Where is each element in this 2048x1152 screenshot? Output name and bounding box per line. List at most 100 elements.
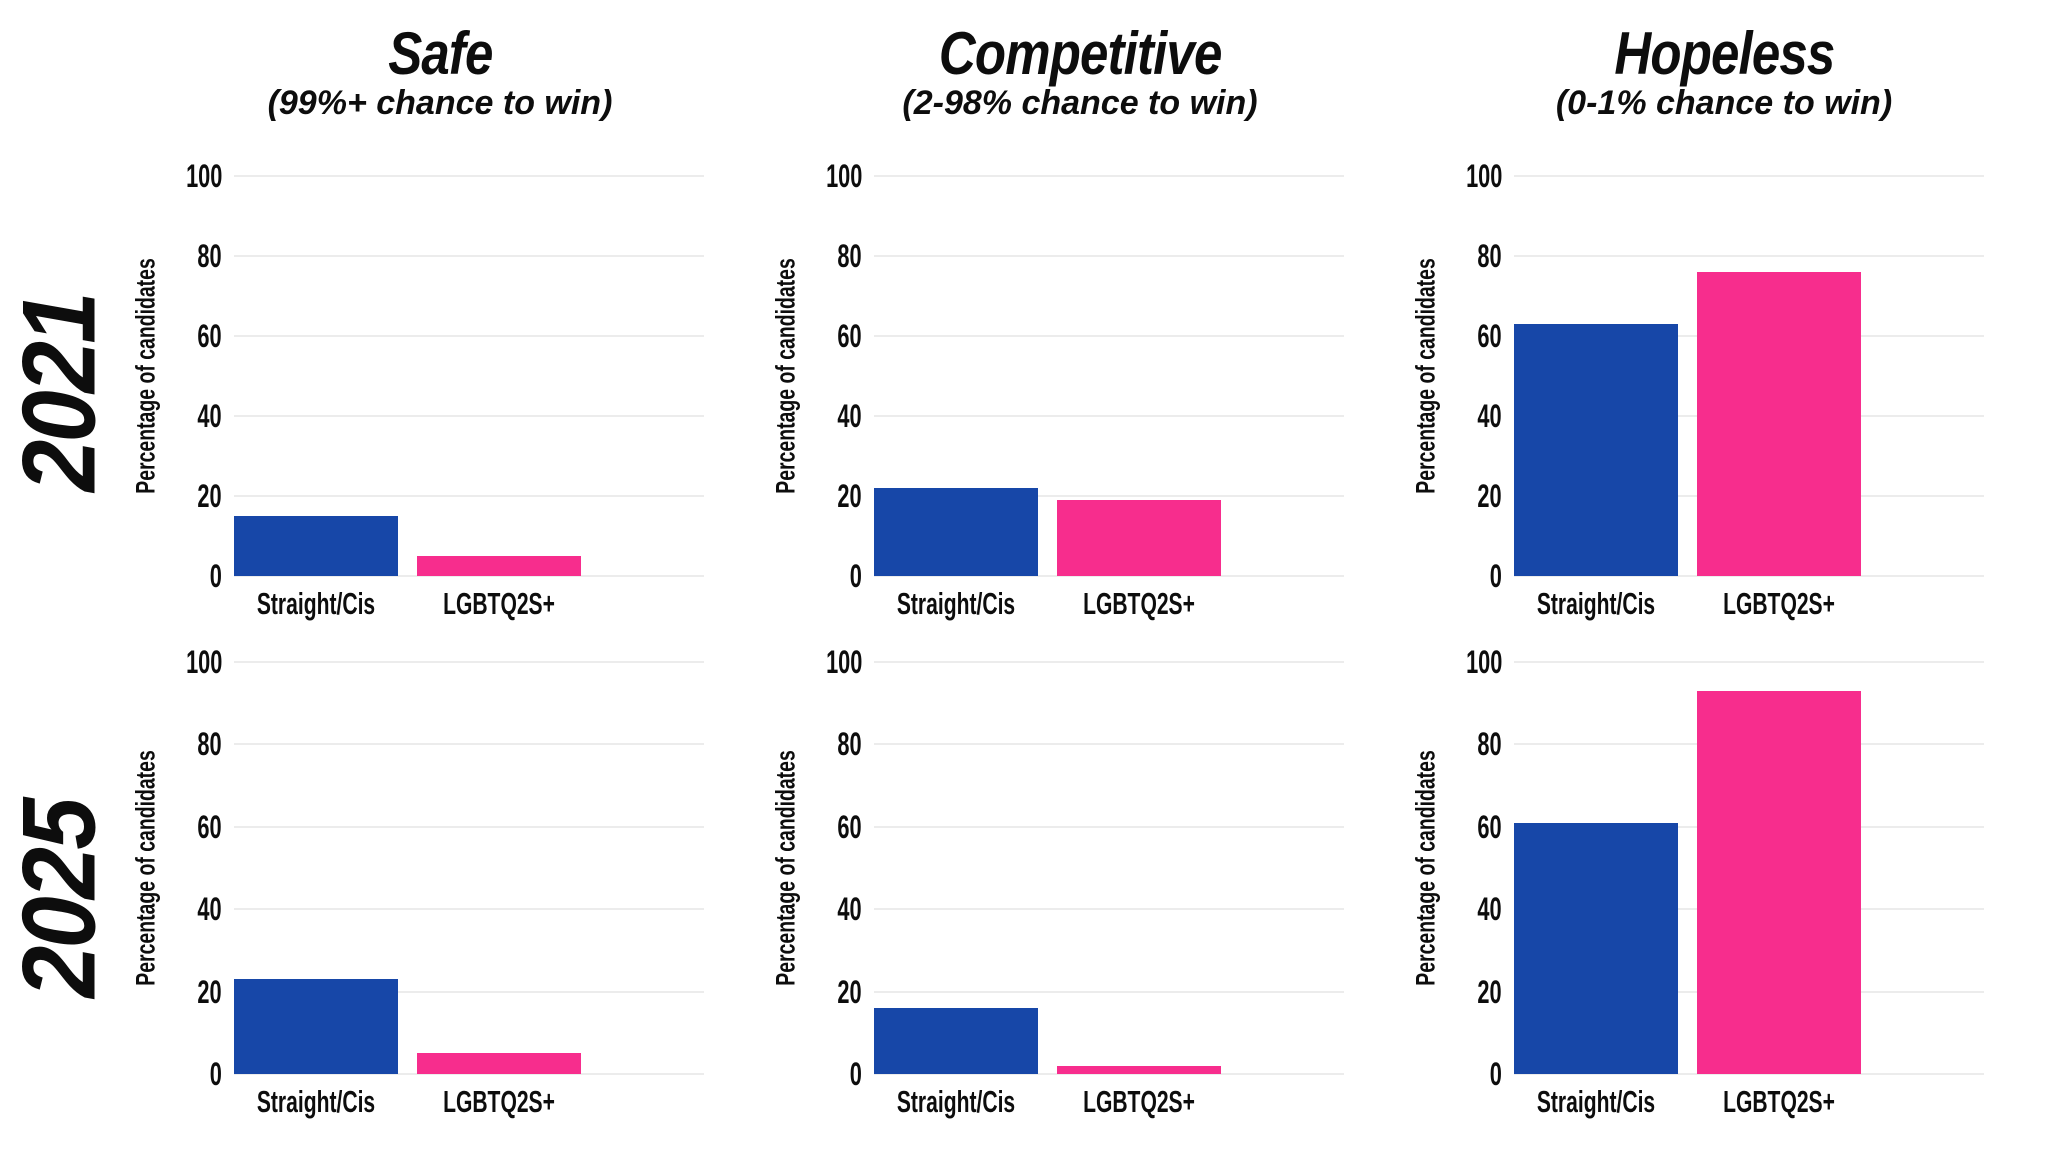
column-subtitle-hopeless: (0-1% chance to win) — [1555, 84, 1893, 122]
y-tick-0: 0 — [1489, 1056, 1502, 1092]
y-tick-100: 100 — [1465, 644, 1502, 680]
y-tick-0: 0 — [849, 1056, 862, 1092]
column-title-hopeless: Hopeless — [1614, 20, 1835, 87]
y-tick-60: 60 — [837, 808, 862, 845]
y-axis-label: Percentage of candidates — [1410, 750, 1441, 986]
y-tick-40: 40 — [1477, 398, 1502, 434]
y-tick-60: 60 — [1477, 808, 1502, 845]
gridline-0 — [874, 1073, 1344, 1075]
gridline-100 — [874, 661, 1344, 663]
plot-area — [874, 175, 1344, 577]
y-axis-label-column: Percentage of candidates — [760, 662, 804, 1074]
column-header-hopeless: Hopeless (0-1% chance to win) — [1400, 0, 2048, 140]
y-tick-40: 40 — [837, 891, 862, 928]
y-tick-80: 80 — [1477, 238, 1502, 274]
x-label-straight-cis: Straight/Cis — [1536, 586, 1656, 621]
y-tick-20: 20 — [197, 478, 222, 514]
y-axis-ticks: 0 20 40 60 80 100 — [164, 646, 234, 1090]
y-tick-0: 0 — [209, 1056, 222, 1092]
gridline-60 — [234, 825, 704, 828]
row-header-2021: 2021 — [0, 140, 120, 646]
gridline-0 — [1514, 575, 1984, 577]
plot-area — [874, 661, 1344, 1075]
x-label-lgbtq2s: LGBTQ2S+ — [1083, 1084, 1195, 1119]
x-label-straight-cis: Straight/Cis — [896, 586, 1016, 621]
bar-straight-cis — [234, 516, 398, 576]
bar-straight-cis — [234, 979, 398, 1074]
column-header-safe: Safe (99%+ chance to win) — [120, 0, 760, 140]
plot-area — [1514, 661, 1984, 1075]
gridline-20 — [874, 990, 1344, 993]
gridline-40 — [234, 908, 704, 911]
chart-2025-safe: Percentage of candidates 0 20 40 60 80 100 St… — [120, 646, 760, 1152]
y-tick-100: 100 — [185, 158, 222, 194]
y-tick-40: 40 — [197, 891, 222, 928]
plot-column: Straight/Cis LGBTQ2S+ — [234, 661, 704, 1152]
gridline-80 — [874, 743, 1344, 746]
y-tick-0: 0 — [849, 558, 862, 594]
y-tick-60: 60 — [197, 808, 222, 845]
y-tick-60: 60 — [197, 318, 222, 354]
gridline-0 — [234, 575, 704, 577]
gridline-40 — [874, 908, 1344, 911]
bar-lgbtq2s — [417, 556, 581, 576]
y-tick-60: 60 — [1477, 318, 1502, 354]
column-header-competitive: Competitive (2-98% chance to win) — [760, 0, 1400, 140]
x-label-straight-cis: Straight/Cis — [256, 1084, 376, 1119]
bar-lgbtq2s — [417, 1053, 581, 1074]
plot-column: Straight/Cis LGBTQ2S+ — [874, 661, 1344, 1152]
gridline-60 — [874, 335, 1344, 337]
y-tick-20: 20 — [837, 973, 862, 1010]
y-axis-ticks: 0 20 40 60 80 100 — [804, 646, 874, 1090]
gridline-80 — [874, 255, 1344, 257]
chart-2025-competitive: Percentage of candidates 0 20 40 60 80 100 St… — [760, 646, 1400, 1152]
column-subtitle-safe: (99%+ chance to win) — [267, 84, 613, 122]
bar-lgbtq2s — [1057, 500, 1221, 576]
corner-spacer — [0, 0, 120, 140]
x-axis-labels: Straight/Cis LGBTQ2S+ — [874, 576, 1344, 630]
bar-straight-cis — [874, 1008, 1038, 1074]
y-tick-80: 80 — [837, 726, 862, 763]
bar-straight-cis — [874, 488, 1038, 576]
y-axis-ticks: 0 20 40 60 80 100 — [804, 160, 874, 592]
gridline-20 — [234, 495, 704, 497]
bar-straight-cis — [1514, 324, 1678, 576]
x-axis-labels: Straight/Cis LGBTQ2S+ — [1514, 576, 1984, 630]
chart-2021-safe: Percentage of candidates 0 20 40 60 80 100 St… — [120, 140, 760, 646]
x-axis-labels: Straight/Cis LGBTQ2S+ — [234, 576, 704, 630]
x-label-straight-cis: Straight/Cis — [896, 1084, 1016, 1119]
y-axis-label: Percentage of candidates — [770, 750, 801, 986]
row-header-2025: 2025 — [0, 646, 120, 1152]
y-tick-40: 40 — [197, 398, 222, 434]
y-axis-ticks: 0 20 40 60 80 100 — [164, 160, 234, 592]
y-tick-20: 20 — [1477, 478, 1502, 514]
gridline-0 — [874, 575, 1344, 577]
y-axis-label-column: Percentage of candidates — [1400, 176, 1444, 576]
gridline-80 — [234, 743, 704, 746]
gridline-40 — [234, 415, 704, 417]
y-axis-label: Percentage of candidates — [130, 750, 161, 986]
y-axis-label-column: Percentage of candidates — [760, 176, 804, 576]
row-label-2021: 2021 — [1, 294, 118, 492]
y-tick-0: 0 — [209, 558, 222, 594]
y-axis-label: Percentage of candidates — [1410, 258, 1441, 494]
gridline-0 — [1514, 1073, 1984, 1075]
column-title-safe: Safe — [387, 20, 493, 87]
gridline-100 — [234, 175, 704, 177]
gridline-100 — [1514, 661, 1984, 663]
gridline-100 — [874, 175, 1344, 177]
x-label-lgbtq2s: LGBTQ2S+ — [1723, 586, 1835, 621]
y-tick-0: 0 — [1489, 558, 1502, 594]
gridline-100 — [234, 661, 704, 663]
y-tick-100: 100 — [1465, 158, 1502, 194]
x-axis-labels: Straight/Cis LGBTQ2S+ — [234, 1074, 704, 1128]
y-tick-20: 20 — [197, 973, 222, 1010]
plot-area — [234, 661, 704, 1075]
x-label-lgbtq2s: LGBTQ2S+ — [1723, 1084, 1835, 1119]
gridline-60 — [234, 335, 704, 337]
y-axis-ticks: 0 20 40 60 80 100 — [1444, 646, 1514, 1090]
y-axis-label: Percentage of candidates — [770, 258, 801, 494]
x-axis-labels: Straight/Cis LGBTQ2S+ — [1514, 1074, 1984, 1128]
gridline-20 — [874, 495, 1344, 497]
